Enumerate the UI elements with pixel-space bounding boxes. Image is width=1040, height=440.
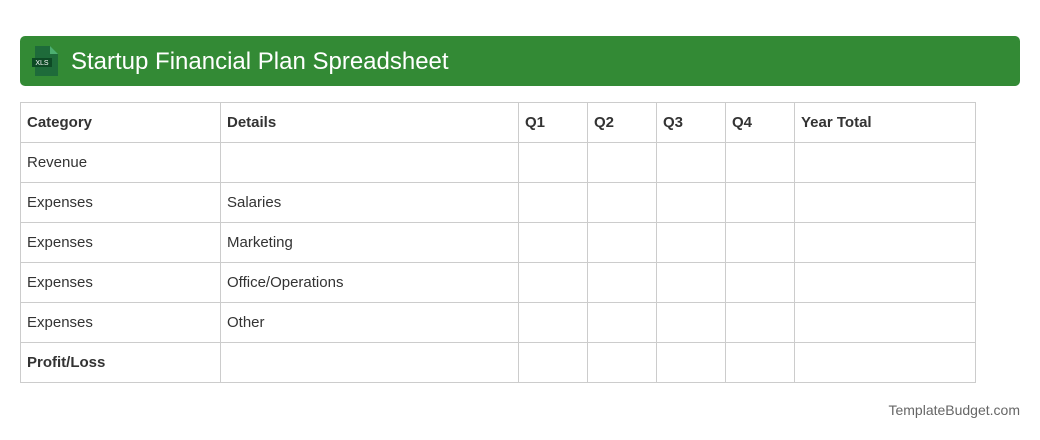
- column-header: Q4: [725, 102, 795, 143]
- table-cell: Office/Operations: [220, 262, 519, 303]
- column-header: Q3: [656, 102, 726, 143]
- table-cell: [725, 262, 795, 303]
- table-cell: [794, 222, 976, 263]
- table-cell: Profit/Loss: [20, 342, 221, 383]
- table-row: Expenses Salaries: [20, 182, 976, 223]
- table-cell: Expenses: [20, 182, 221, 223]
- table-cell: [725, 142, 795, 183]
- page-title: Startup Financial Plan Spreadsheet: [71, 48, 449, 75]
- table-cell: [656, 222, 726, 263]
- table-cell: [725, 222, 795, 263]
- table-cell: [587, 302, 657, 343]
- table-cell: [220, 142, 519, 183]
- table-cell: Revenue: [20, 142, 221, 183]
- table-cell: Marketing: [220, 222, 519, 263]
- header-bar: XLS Startup Financial Plan Spreadsheet: [20, 36, 1020, 86]
- table-cell: [656, 262, 726, 303]
- table-row: Expenses Office/Operations: [20, 262, 976, 303]
- column-header: Q1: [518, 102, 588, 143]
- table-cell: [518, 182, 588, 223]
- table-cell: [587, 262, 657, 303]
- table-cell: [725, 342, 795, 383]
- table-cell: [794, 262, 976, 303]
- table-cell: [587, 142, 657, 183]
- table-cell: [518, 142, 588, 183]
- table-cell: [518, 342, 588, 383]
- table-row: Revenue: [20, 142, 976, 183]
- footer-brand: TemplateBudget.com: [888, 402, 1020, 418]
- table-cell: [518, 302, 588, 343]
- table-cell: [518, 262, 588, 303]
- table-row: Expenses Other: [20, 302, 976, 343]
- column-header: Category: [20, 102, 221, 143]
- table-row: Expenses Marketing: [20, 222, 976, 263]
- table-cell: [587, 182, 657, 223]
- table-cell: [725, 182, 795, 223]
- table-cell: [587, 222, 657, 263]
- table-cell: [656, 142, 726, 183]
- column-header: Details: [220, 102, 519, 143]
- table-cell: [587, 342, 657, 383]
- financial-table: Category Details Q1 Q2 Q3 Q4 Year Total …: [20, 102, 976, 383]
- table-cell: [656, 182, 726, 223]
- table-cell: [656, 342, 726, 383]
- svg-text:XLS: XLS: [35, 60, 49, 67]
- column-header: Year Total: [794, 102, 976, 143]
- table-cell: [794, 342, 976, 383]
- table-cell: [518, 222, 588, 263]
- column-header: Q2: [587, 102, 657, 143]
- table-cell: [656, 302, 726, 343]
- table-cell: Expenses: [20, 302, 221, 343]
- table-header-row: Category Details Q1 Q2 Q3 Q4 Year Total: [20, 102, 976, 143]
- table-cell: [794, 182, 976, 223]
- table-cell: Expenses: [20, 262, 221, 303]
- table-cell: Salaries: [220, 182, 519, 223]
- table-cell: [794, 302, 976, 343]
- table-cell: Other: [220, 302, 519, 343]
- xls-file-icon: XLS: [32, 46, 58, 76]
- table-cell: [220, 342, 519, 383]
- table-cell: [725, 302, 795, 343]
- table-cell: [794, 142, 976, 183]
- table-cell: Expenses: [20, 222, 221, 263]
- table-row: Profit/Loss: [20, 342, 976, 383]
